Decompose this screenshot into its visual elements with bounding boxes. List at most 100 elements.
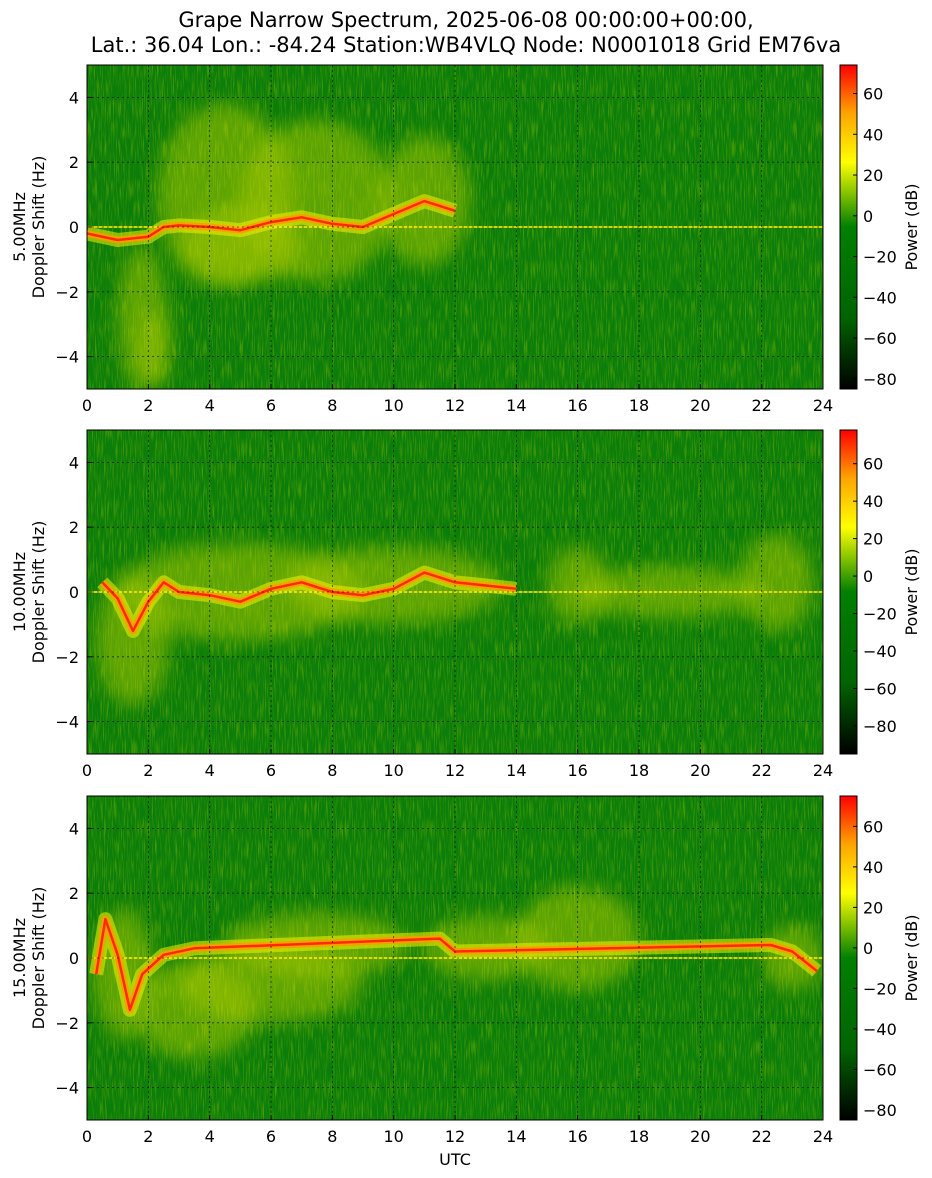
doppler-trace: [94, 917, 818, 1012]
colorbar-tick-label: −40: [863, 642, 897, 661]
y-tick-label: 2: [69, 153, 79, 172]
colorbar-tick-label: −80: [863, 370, 897, 389]
y-tick-label: 4: [69, 88, 79, 107]
colorbar-3: −80 −60 −40 −20 0 20 40 60 Power (dB): [839, 795, 921, 1121]
x-tick-label: 6: [266, 761, 276, 780]
colorbar-tick-label: 0: [863, 939, 873, 958]
x-tick-label: 24: [813, 1127, 833, 1146]
x-tick-label: 8: [327, 761, 337, 780]
y-tick-label: −2: [55, 648, 79, 667]
colorbar-bar: [839, 795, 858, 1121]
figure-title-line1: Grape Narrow Spectrum, 2025-06-08 00:00:…: [178, 8, 754, 32]
doppler-trace: [101, 571, 517, 633]
x-tick-label: 0: [82, 1127, 92, 1146]
y-axis-label-band: 5.00MHz: [10, 192, 29, 262]
y-tick-label: 2: [69, 518, 79, 537]
figure-title-line2: Lat.: 36.04 Lon.: -84.24 Station:WB4VLQ …: [90, 33, 842, 57]
plot-area: [87, 430, 823, 754]
x-tick-label: 2: [143, 1127, 153, 1146]
colorbar-1: −80 −60 −40 −20 0 20 40 60 Power (dB): [839, 64, 921, 390]
y-tick-label: 4: [69, 453, 79, 472]
doppler-trace: [87, 199, 456, 242]
colorbar-tick-label: −80: [863, 1101, 897, 1120]
colorbar-tick-label: 40: [863, 492, 883, 511]
x-tick-label: 4: [205, 761, 215, 780]
x-tick-label: 2: [143, 761, 153, 780]
colorbar-tick-label: −60: [863, 1060, 897, 1079]
colorbar-bar: [839, 429, 858, 755]
x-tick-label: 16: [567, 1127, 587, 1146]
colorbar-label: Power (dB): [902, 914, 921, 1001]
colorbar-2: −80 −60 −40 −20 0 20 40 60 Power (dB): [839, 429, 921, 755]
colorbar-tick-label: −60: [863, 679, 897, 698]
x-tick-label: 14: [506, 1127, 526, 1146]
y-tick-label: 2: [69, 884, 79, 903]
colorbar-tick-label: 60: [863, 455, 883, 474]
x-tick-label: 18: [629, 761, 649, 780]
y-axis-label: Doppler Shift (Hz): [29, 521, 48, 664]
y-axis-label-band: 10.00MHz: [10, 552, 29, 632]
x-tick-label: 24: [813, 396, 833, 415]
colorbar-tick-label: −20: [863, 248, 897, 267]
x-tick-label: 10: [383, 761, 403, 780]
colorbar-tick-label: 0: [863, 567, 873, 586]
x-tick-label: 22: [751, 396, 771, 415]
y-tick-label: −4: [55, 1079, 79, 1098]
x-tick-label: 14: [506, 761, 526, 780]
colorbar-tick-label: −40: [863, 1020, 897, 1039]
colorbar-tick-label: 40: [863, 858, 883, 877]
x-tick-label: 16: [567, 761, 587, 780]
x-tick-label: 8: [327, 396, 337, 415]
y-tick-label: −2: [55, 1014, 79, 1033]
colorbar-tick-label: 60: [863, 85, 883, 104]
colorbar-tick-label: 0: [863, 207, 873, 226]
colorbar-tick-label: 20: [863, 898, 883, 917]
x-tick-label: 16: [567, 396, 587, 415]
x-tick-label: 4: [205, 1127, 215, 1146]
x-tick-label: 8: [327, 1127, 337, 1146]
colorbar-tick-label: −60: [863, 329, 897, 348]
x-tick-label: 10: [383, 396, 403, 415]
colorbar-tick-label: 20: [863, 166, 883, 185]
colorbar-tick-label: −40: [863, 288, 897, 307]
x-tick-label: 2: [143, 396, 153, 415]
x-tick-label: 20: [690, 396, 710, 415]
x-tick-label: 18: [629, 1127, 649, 1146]
x-tick-label: 4: [205, 396, 215, 415]
y-tick-label: 0: [69, 949, 79, 968]
colorbar-bar: [839, 64, 858, 390]
colorbar-tick-label: 40: [863, 125, 883, 144]
colorbar-tick-label: −20: [863, 979, 897, 998]
y-tick-label: 4: [69, 819, 79, 838]
x-tick-label: 18: [629, 396, 649, 415]
plot-area: [87, 796, 823, 1120]
x-tick-label: 10: [383, 1127, 403, 1146]
x-tick-label: 12: [445, 1127, 465, 1146]
y-tick-label: −4: [55, 348, 79, 367]
plot-area: [87, 65, 823, 389]
colorbar-label: Power (dB): [902, 183, 921, 270]
colorbar-tick-label: 20: [863, 530, 883, 549]
y-axis-label: Doppler Shift (Hz): [29, 156, 48, 299]
colorbar-tick-label: −80: [863, 717, 897, 736]
x-tick-label: 22: [751, 761, 771, 780]
x-tick-label: 6: [266, 1127, 276, 1146]
colorbar-label: Power (dB): [902, 548, 921, 635]
x-tick-label: 20: [690, 761, 710, 780]
colorbar-tick-label: 60: [863, 817, 883, 836]
y-tick-label: −4: [55, 713, 79, 732]
x-tick-label: 0: [82, 396, 92, 415]
x-tick-label: 12: [445, 396, 465, 415]
y-axis-label: Doppler Shift (Hz): [29, 887, 48, 1030]
x-tick-label: 24: [813, 761, 833, 780]
x-tick-label: 0: [82, 761, 92, 780]
y-axis-label-band: 15.00MHz: [10, 918, 29, 998]
y-tick-label: 0: [69, 583, 79, 602]
y-tick-label: 0: [69, 218, 79, 237]
x-tick-label: 12: [445, 761, 465, 780]
